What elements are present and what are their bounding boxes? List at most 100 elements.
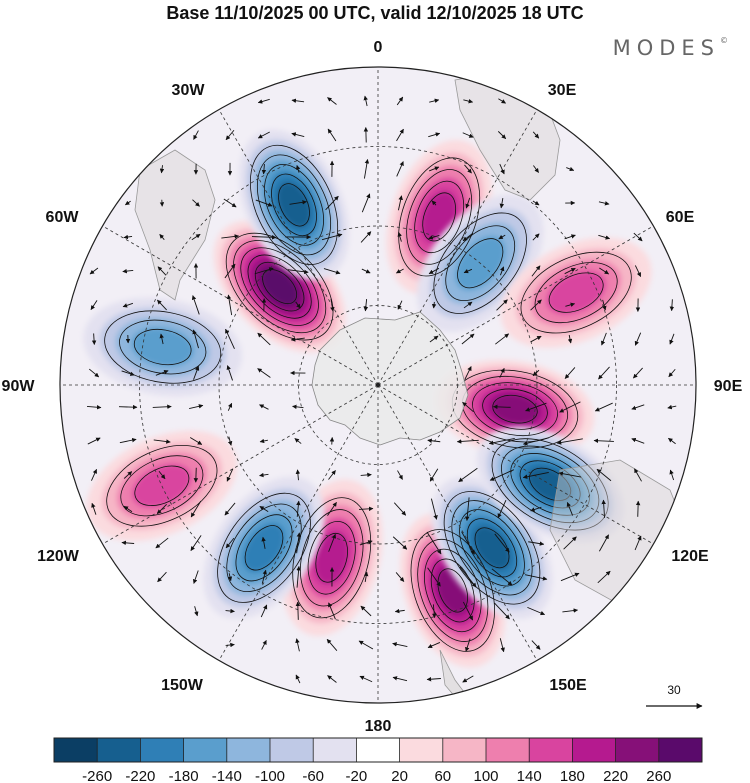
contour-7-4: [271, 173, 317, 237]
lon-label-30w: 30W: [172, 82, 206, 99]
wind-vector-201: [522, 437, 549, 446]
wind-reference-label: 30: [667, 683, 681, 697]
wind-vector-92: [296, 500, 301, 517]
wind-vector-206: [527, 606, 546, 616]
wind-vector-227: [598, 366, 610, 380]
wind-vector-62: [225, 642, 235, 648]
contour-8-1: [398, 157, 481, 277]
wind-vector-60: [227, 573, 233, 582]
wind-vector-123: [363, 571, 369, 583]
wind-vector-40: [189, 404, 204, 410]
wind-vector-208: [566, 166, 575, 172]
colorbar-frame: [53, 737, 703, 763]
wind-vector-93: [296, 532, 302, 554]
anomaly-band-6-6: [261, 268, 299, 306]
wind-vector-85: [287, 269, 309, 275]
wind-vector-118: [361, 268, 371, 274]
wind-vector-65: [261, 164, 267, 175]
wind-vector-45: [192, 570, 199, 584]
wind-vector-102: [321, 233, 343, 241]
wind-vector-83: [289, 200, 307, 205]
wind-vector-161: [462, 232, 474, 242]
contour-1-1: [443, 491, 541, 605]
wind-vector-70: [257, 332, 271, 346]
wind-vector-233: [597, 570, 611, 584]
wind-vector-89: [292, 404, 304, 410]
wind-vector-91: [295, 469, 301, 481]
wind-vector-74: [259, 472, 269, 478]
wind-vector-50: [221, 234, 240, 239]
colorbar-tick-label-6: -20: [346, 768, 368, 783]
wind-vector-232: [599, 534, 609, 552]
wind-vector-135: [393, 502, 407, 516]
wind-vector-248: [668, 437, 676, 445]
wind-vector-242: [635, 500, 641, 517]
wind-vector-213: [567, 334, 573, 344]
wind-vector-96: [295, 638, 300, 652]
wind-vector-54: [226, 365, 233, 381]
wind-vector-246: [668, 368, 676, 378]
wind-vector-66: [255, 199, 273, 207]
wind-vector-163: [463, 301, 473, 309]
wind-vector-90: [294, 438, 302, 444]
wind-vector-243: [634, 535, 642, 551]
wind-vector-77: [261, 569, 267, 584]
wind-vector-167: [456, 439, 479, 444]
wind-vector-59: [225, 537, 235, 549]
colorbar-segment-7: [356, 738, 401, 762]
wind-vector-179: [498, 234, 506, 240]
wind-vector-98: [327, 97, 337, 105]
wind-vector-24: [159, 333, 164, 345]
wind-vector-57: [226, 468, 234, 482]
wind-vector-200: [525, 402, 547, 412]
colorbar-tick-label-13: 260: [646, 768, 671, 783]
wind-vector-203: [530, 506, 542, 512]
wind-vector-75: [259, 505, 269, 513]
wind-vector-126: [359, 675, 373, 683]
wind-vector-155: [427, 641, 441, 649]
wind-vector-38: [192, 329, 199, 349]
wind-vector-46: [194, 606, 199, 617]
contour-1-2: [451, 500, 533, 596]
wind-vector-125: [358, 640, 374, 650]
wind-vector-39: [193, 365, 200, 380]
colorbar-tick-label-5: -60: [302, 768, 324, 783]
wind-vector-0: [89, 267, 99, 275]
wind-vector-162: [463, 268, 473, 274]
contour-2-4: [315, 532, 348, 583]
wind-vector-124: [360, 605, 372, 617]
wind-vector-204: [528, 541, 545, 546]
wind-vector-240: [631, 437, 645, 444]
wind-vector-171: [459, 566, 477, 588]
colorbar-segment-8: [399, 738, 444, 762]
colorbar-segment-2: [140, 738, 185, 762]
wind-vector-128: [396, 128, 404, 142]
wind-vector-112: [327, 675, 337, 683]
wind-vector-43: [190, 500, 202, 518]
wind-vector-35: [191, 233, 201, 241]
wind-vector-41: [189, 437, 203, 445]
contour-12-4: [519, 460, 581, 509]
wind-vector-202: [522, 472, 549, 479]
wind-vector-106: [328, 470, 336, 480]
meridian-120: [377, 384, 654, 545]
colorbar-tick-label-4: -100: [255, 768, 285, 783]
contour-8-3: [414, 180, 465, 254]
wind-vector-10: [122, 268, 134, 274]
anomaly-band-10-3: [546, 271, 606, 315]
wind-vector-51: [224, 263, 236, 279]
wind-vector-81: [291, 132, 305, 137]
wind-vector-8: [124, 200, 131, 206]
wind-vector-237: [634, 332, 642, 346]
wind-vector-187: [497, 500, 507, 519]
contour-6-2: [233, 240, 327, 334]
contour-2-1: [292, 497, 372, 619]
wind-vector-101: [325, 195, 339, 211]
wind-vector-52: [226, 294, 233, 316]
wind-vector-71: [257, 368, 271, 378]
contour-0-2: [417, 538, 489, 642]
anomaly-band-5-3: [131, 327, 194, 367]
wind-vector-133: [397, 300, 403, 310]
wind-vector-30: [155, 537, 169, 549]
